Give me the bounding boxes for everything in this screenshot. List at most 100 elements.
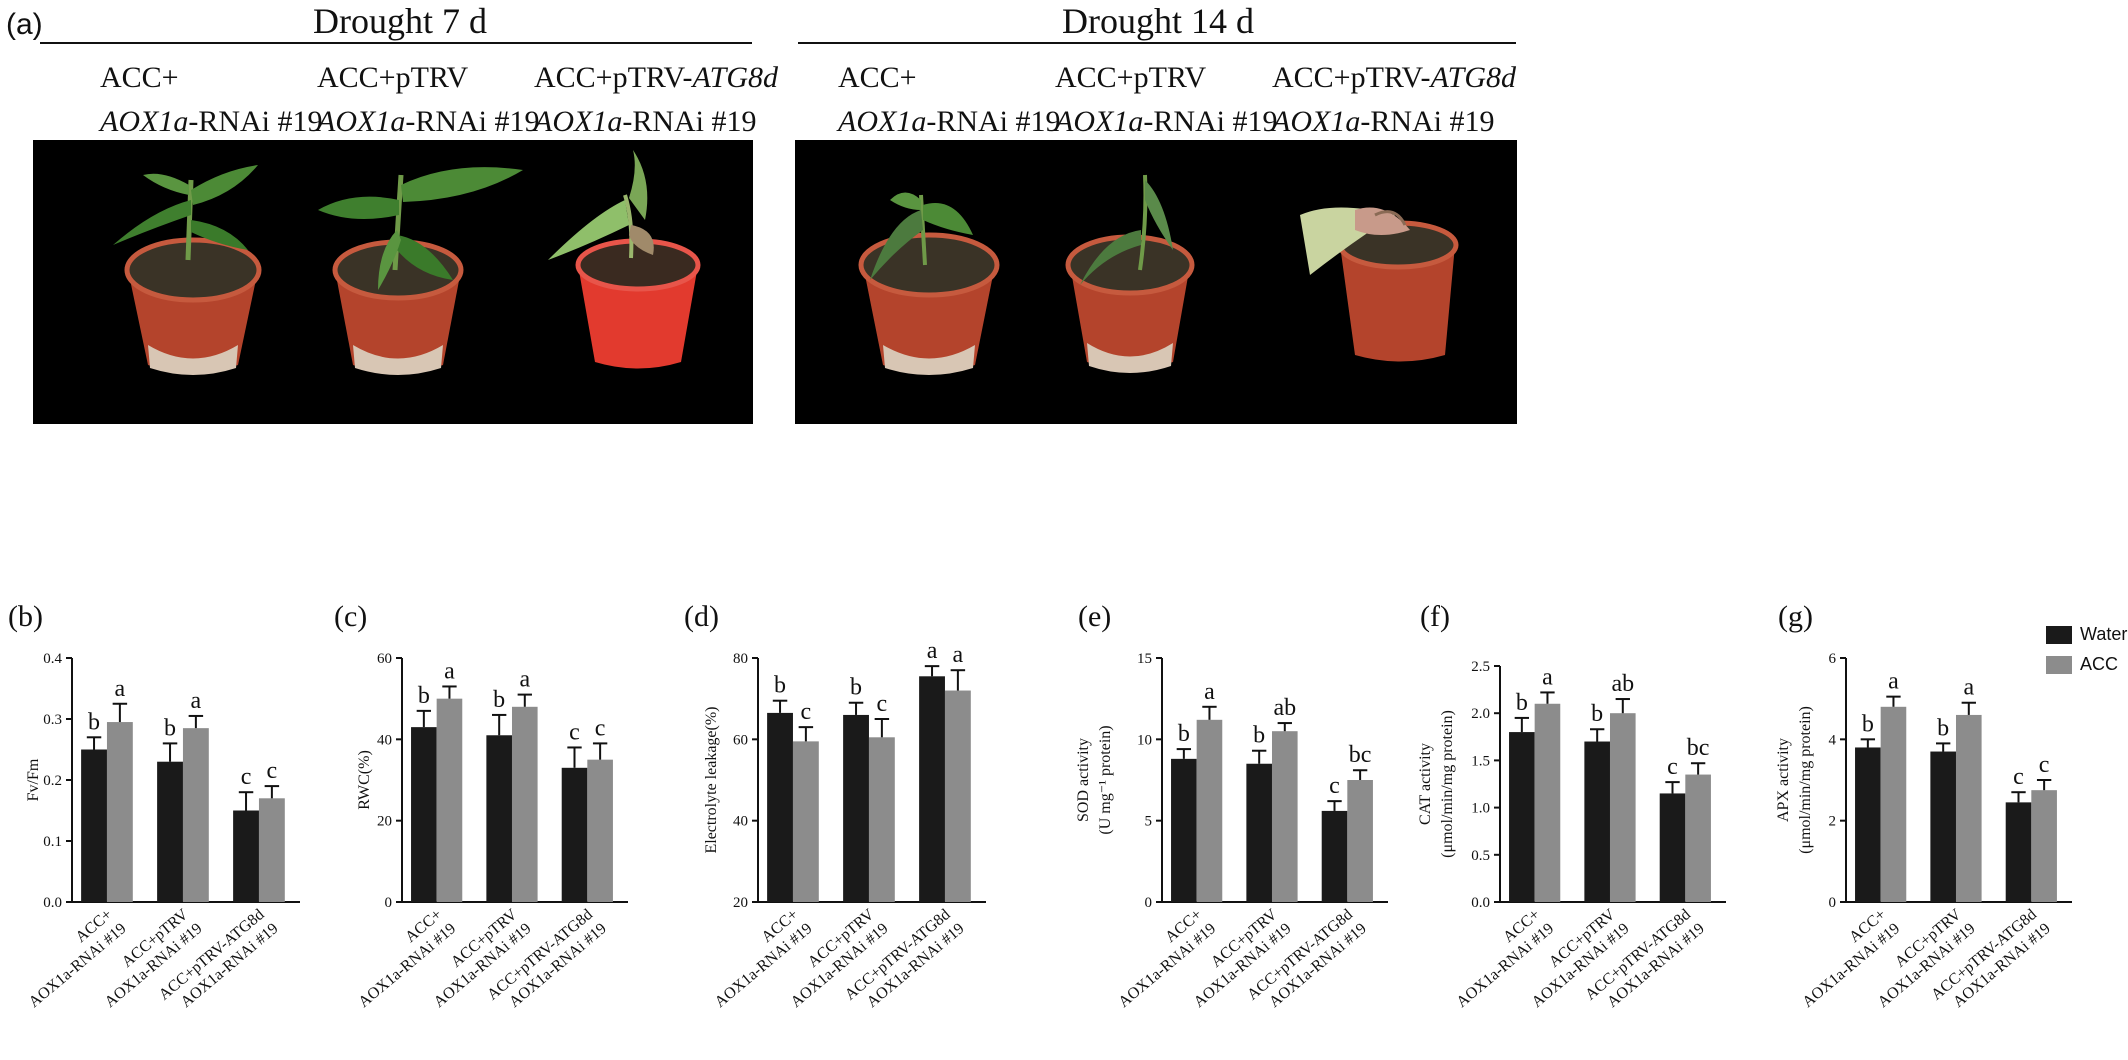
chart-c-y-tick-label: 60 xyxy=(377,651,392,667)
chart-f-sig-letter: a xyxy=(1542,664,1553,690)
chart-g-y-tick-label: 6 xyxy=(1829,651,1837,667)
chart-b-y-tick-label: 0.0 xyxy=(43,895,62,911)
chart-c-sig-letter: a xyxy=(444,658,455,684)
chart-e-sig-letter: b xyxy=(1253,723,1265,749)
chart-c-y-tick-label: 0 xyxy=(385,895,393,911)
genotype-caption-14d-1: ACC+ AOX1a-RNAi #19 xyxy=(838,61,1061,138)
chart-f-sig-letter: c xyxy=(1667,754,1678,780)
chart-b-sig-letter: c xyxy=(267,758,278,784)
chart-d-y-tick-label: 80 xyxy=(733,651,748,667)
chart-f-y-tick-label: 0.0 xyxy=(1471,895,1490,911)
chart-g-sig-letter: c xyxy=(2013,764,2024,790)
chart-c-sig-letter: b xyxy=(493,687,505,713)
chart-d-bar-acc-1 xyxy=(792,741,819,902)
drought-14d-rule xyxy=(798,42,1516,44)
chart-e-sig-letter: bc xyxy=(1349,742,1372,768)
chart-b-bar-acc-3 xyxy=(258,798,285,902)
chart-b-bar-acc-1 xyxy=(106,722,133,902)
drought-14d-title: Drought 14 d xyxy=(1062,1,1254,41)
chart-c-sig-letter: c xyxy=(569,719,580,745)
chart-g-y-axis-label: APX activity xyxy=(1775,738,1792,822)
chart-e-y-axis-label: SOD activity xyxy=(1075,738,1092,822)
chart-e-y-tick-label: 10 xyxy=(1137,732,1152,748)
chart-b-y-tick-label: 0.2 xyxy=(43,773,62,789)
chart-d-y-tick-label: 40 xyxy=(733,814,748,830)
chart-f-y-axis-label-units: (μmol/min/mg protein) xyxy=(1439,710,1456,858)
chart-c-y-tick-label: 40 xyxy=(377,732,392,748)
legend-label-water: Water xyxy=(2080,624,2128,644)
chart-b-y-tick-label: 0.1 xyxy=(43,834,62,850)
chart-c-bar-acc-3 xyxy=(587,759,613,902)
chart-d-sig-letter: a xyxy=(927,638,938,664)
chart-e-sig-letter: a xyxy=(1204,679,1215,705)
chart-f-bar-acc-3 xyxy=(1685,774,1711,902)
plant-14d-acc xyxy=(858,192,1000,375)
chart-d-sig-letter: c xyxy=(877,691,888,717)
chart-f-sig-letter: b xyxy=(1591,701,1603,727)
chart-f-bar-water-2 xyxy=(1584,741,1610,902)
chart-e-y-tick-label: 5 xyxy=(1145,814,1153,830)
chart-c-bar-water-2 xyxy=(486,735,512,902)
chart-c-sig-letter: b xyxy=(418,683,430,709)
chart-g-sig-letter: c xyxy=(2039,752,2050,778)
plant-14d-acc-ptrv xyxy=(1065,174,1195,373)
chart-g-sig-letter: b xyxy=(1937,715,1949,741)
chart-e-bar-acc-1 xyxy=(1196,719,1223,902)
chart-f-sig-letter: b xyxy=(1516,690,1528,716)
legend-swatch-water xyxy=(2046,626,2072,644)
chart-b-panel-letter: (b) xyxy=(8,600,43,633)
drought-14d-photo xyxy=(795,140,1517,424)
chart-c-bar-water-3 xyxy=(561,767,588,902)
chart-g-sig-letter: b xyxy=(1862,711,1874,737)
chart-d-sig-letter: a xyxy=(953,642,964,668)
chart-d-y-tick-label: 20 xyxy=(733,895,748,911)
chart-e-bar-water-1 xyxy=(1171,758,1197,902)
chart-b-sig-letter: a xyxy=(191,688,202,714)
chart-g-bar-acc-2 xyxy=(1955,714,1982,902)
chart-g-sig-letter: a xyxy=(1888,669,1899,695)
chart-g-sig-letter: a xyxy=(1963,675,1974,701)
chart-g-bar-acc-3 xyxy=(2031,790,2057,902)
chart-b-y-axis-label: Fv/Fm xyxy=(25,758,42,801)
chart-f-y-tick-label: 0.5 xyxy=(1471,848,1490,864)
chart-g-bar-water-1 xyxy=(1855,747,1881,902)
chart-e-sig-letter: c xyxy=(1329,773,1340,799)
plant-7d-acc-ptrv xyxy=(318,167,523,375)
chart-f-sig-letter: ab xyxy=(1611,671,1634,697)
chart-e-y-tick-label: 15 xyxy=(1137,651,1152,667)
plant-14d-acc-ptrv-atg8d xyxy=(1300,207,1459,362)
chart-g-y-tick-label: 4 xyxy=(1829,732,1837,748)
chart-e-sig-letter: ab xyxy=(1273,695,1296,721)
chart-b-y-tick-label: 0.4 xyxy=(43,651,62,667)
chart-c-y-tick-label: 20 xyxy=(377,814,392,830)
chart-b-bar-water-2 xyxy=(157,761,183,902)
chart-f-y-tick-label: 2.0 xyxy=(1471,706,1490,722)
chart-e-y-tick-label: 0 xyxy=(1145,895,1153,911)
chart-d-bar-acc-2 xyxy=(868,737,895,902)
chart-g-y-axis-label-units: (μmol/min/mg protein) xyxy=(1797,706,1814,854)
chart-e-sig-letter: b xyxy=(1178,721,1190,747)
chart-d-bar-acc-3 xyxy=(944,690,971,902)
chart-e-bar-water-3 xyxy=(1321,810,1348,902)
chart-b-sig-letter: b xyxy=(88,709,100,735)
plant-7d-acc-ptrv-atg8d xyxy=(548,150,701,369)
chart-b-sig-letter: b xyxy=(164,715,176,741)
chart-c-bar-acc-2 xyxy=(511,706,538,902)
chart-f-bar-water-3 xyxy=(1659,793,1686,902)
chart-f-bar-acc-1 xyxy=(1534,703,1561,902)
chart-d-bar-water-1 xyxy=(767,712,793,902)
chart-c-sig-letter: a xyxy=(519,667,530,693)
chart-d-bar-water-2 xyxy=(843,714,869,902)
chart-b-bar-acc-2 xyxy=(182,728,209,902)
chart-g-bar-acc-1 xyxy=(1880,706,1907,902)
chart-g-y-tick-label: 0 xyxy=(1829,895,1837,911)
chart-b-sig-letter: c xyxy=(241,764,252,790)
chart-c-sig-letter: c xyxy=(595,715,606,741)
chart-e-bar-acc-3 xyxy=(1347,780,1373,902)
drought-7d-rule xyxy=(40,42,752,44)
legend-swatch-acc xyxy=(2046,656,2072,674)
chart-c-y-axis-label: RWC(%) xyxy=(356,750,373,810)
chart-b-sig-letter: a xyxy=(115,676,126,702)
panel-a-label: (a) xyxy=(6,8,43,41)
